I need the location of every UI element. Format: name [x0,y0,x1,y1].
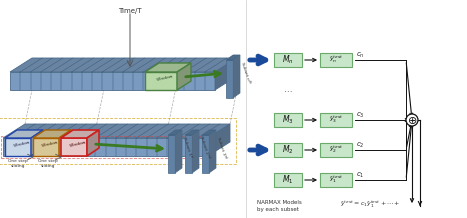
Polygon shape [202,135,209,173]
Text: One step
sliding: One step sliding [38,159,58,168]
Polygon shape [215,58,237,90]
FancyBboxPatch shape [274,173,302,187]
Polygon shape [33,130,71,138]
Text: Window: Window [156,74,174,82]
Polygon shape [145,72,177,90]
Text: $M_2$: $M_2$ [282,144,294,156]
Polygon shape [233,55,240,98]
Polygon shape [5,130,43,138]
FancyBboxPatch shape [274,143,302,157]
Polygon shape [5,138,31,156]
Text: Time/T: Time/T [118,8,142,14]
Text: $c_n$: $c_n$ [356,50,365,60]
Polygon shape [10,58,237,72]
Polygon shape [209,130,216,173]
Text: $\oplus$: $\oplus$ [407,114,417,126]
Text: $\hat{y}^{test} = c_1\hat{y}_1^{test} + \cdots + $: $\hat{y}^{test} = c_1\hat{y}_1^{test} + … [340,200,401,210]
Polygon shape [192,130,199,173]
Polygon shape [31,130,43,156]
Text: Subset $2^{nd}$: Subset $2^{nd}$ [196,135,212,161]
FancyBboxPatch shape [320,53,352,67]
FancyBboxPatch shape [320,113,352,127]
Polygon shape [226,60,233,98]
Polygon shape [177,63,191,90]
Text: $\hat{y}_2^{test}$: $\hat{y}_2^{test}$ [329,145,343,155]
Polygon shape [87,130,99,156]
Text: $\hat{y}_1^{test}$: $\hat{y}_1^{test}$ [329,175,343,185]
Text: $c_3$: $c_3$ [356,110,365,120]
FancyBboxPatch shape [320,173,352,187]
Text: $\hat{y}_n^{test}$: $\hat{y}_n^{test}$ [329,55,343,65]
Circle shape [406,114,418,126]
Text: NARMAX Models
by each subset: NARMAX Models by each subset [257,200,302,212]
Polygon shape [61,130,99,138]
Polygon shape [61,138,87,156]
Polygon shape [185,135,192,173]
FancyBboxPatch shape [320,143,352,157]
Polygon shape [3,124,230,138]
Polygon shape [202,130,216,135]
Polygon shape [59,130,71,156]
Text: $c_2$: $c_2$ [356,140,364,150]
Text: $M_1$: $M_1$ [282,174,294,186]
Text: $\hat{y}_3^{test}$: $\hat{y}_3^{test}$ [329,115,343,125]
Polygon shape [3,138,208,156]
Text: Subset $1^{st}$: Subset $1^{st}$ [179,135,194,161]
FancyBboxPatch shape [274,53,302,67]
Text: Subset $n^{th}$: Subset $n^{th}$ [237,60,254,86]
Polygon shape [175,130,182,173]
Text: Window: Window [41,140,59,148]
Text: $M_n$: $M_n$ [282,54,294,66]
Polygon shape [145,63,191,72]
Text: Subset $3^{rd}$: Subset $3^{rd}$ [213,135,229,161]
Polygon shape [168,130,182,135]
Text: $c_1$: $c_1$ [356,170,364,180]
Text: Window: Window [69,140,87,148]
Polygon shape [226,55,240,60]
Polygon shape [185,130,199,135]
Text: One step
sliding: One step sliding [8,159,28,168]
Text: Window: Window [13,140,31,148]
Polygon shape [10,72,215,90]
Text: $M_3$: $M_3$ [282,114,294,126]
Text: ...: ... [283,85,292,94]
Polygon shape [208,124,230,156]
Polygon shape [168,135,175,173]
FancyBboxPatch shape [274,113,302,127]
Polygon shape [33,138,59,156]
